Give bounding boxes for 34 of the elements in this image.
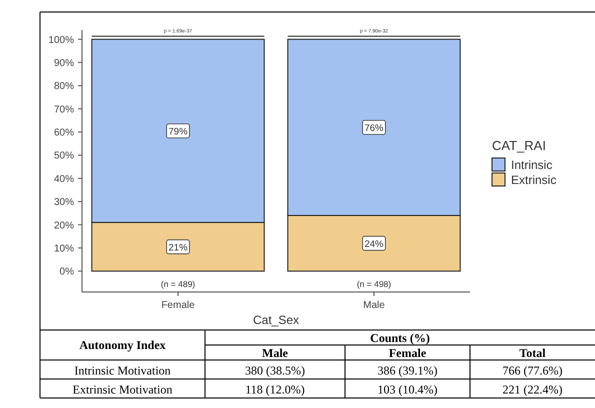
text: Intrinsic Motivation — [74, 364, 171, 378]
legend-title: CAT_RAI — [492, 138, 546, 153]
data-label: 76% — [364, 122, 384, 134]
y-tick-label: 80% — [54, 81, 74, 92]
y-tick-label: 100% — [48, 34, 74, 46]
legend-label: Extrinsic — [511, 173, 556, 187]
text: 103 (10.4%) — [378, 382, 438, 396]
text: 118 (12.0%) — [245, 382, 305, 396]
text: Total — [519, 346, 546, 360]
text: Autonomy Index — [79, 338, 166, 352]
y-tick-label: 10% — [54, 243, 74, 254]
y-tick-label: 0% — [60, 266, 74, 278]
text: Female — [388, 346, 427, 360]
data-label: 24% — [364, 238, 384, 250]
y-tick-label: 50% — [54, 150, 74, 162]
y-tick-label: 60% — [54, 128, 74, 139]
annotation: (n = 498) — [356, 279, 392, 290]
legend-label: Intrinsic — [511, 158, 552, 172]
data-label: 79% — [168, 126, 188, 138]
annotation: (n = 489) — [160, 279, 196, 290]
y-tick-label: 40% — [54, 174, 74, 185]
text: 221 (22.4%) — [502, 382, 562, 396]
text: 380 (38.5%) — [245, 364, 305, 378]
text: 386 (39.1%) — [378, 364, 438, 378]
x-axis-title: Cat_Sex — [252, 313, 300, 327]
text: Extrinsic Motivation — [72, 382, 172, 396]
text: Male — [262, 346, 289, 360]
y-tick-label: 30% — [54, 197, 74, 208]
y-tick-label: 90% — [54, 58, 74, 69]
y-tick-label: 70% — [54, 104, 74, 116]
text: 766 (77.6%) — [502, 364, 562, 378]
y-tick-label: 20% — [54, 220, 74, 232]
text: Counts (%) — [370, 331, 430, 345]
data-label: 21% — [168, 242, 188, 254]
